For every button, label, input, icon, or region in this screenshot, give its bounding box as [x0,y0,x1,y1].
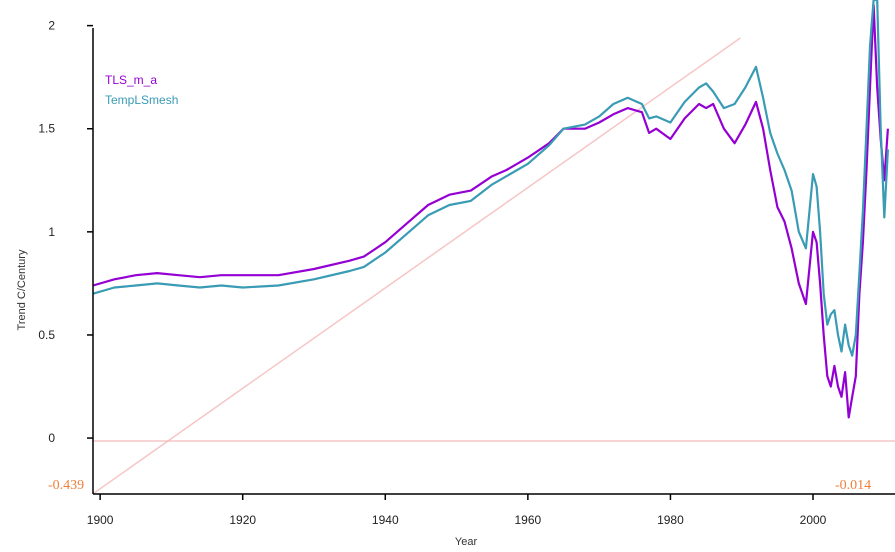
series-line-tls-m-a [92,3,889,419]
x-tick-label: 1980 [657,513,684,527]
y-tick-label: 1.5 [38,122,55,136]
guide-line-1 [92,37,741,495]
y-tick-label: 2 [48,19,55,33]
y-tick-label: 0 [48,431,55,445]
x-tick-label: 1920 [229,513,256,527]
x-tick-label: 1900 [87,513,114,527]
y-ticks: 0 0.5 1 1.5 2 [38,19,93,445]
legend-item-templsmesh: TempLSmesh [105,93,178,107]
y-axis-title: Trend C/Century [16,249,28,330]
x-ticks: 1900 1920 1940 1960 1980 2000 [87,494,827,527]
y-tick-label: 0.5 [38,328,55,342]
series-lines [92,0,889,419]
y-tick-label: 1 [48,225,55,239]
x-tick-label: 1960 [515,513,542,527]
guide-lines [92,37,895,495]
legend: TLS_m_a TempLSmesh [105,73,178,107]
x-axis-title: Year [455,536,478,548]
x-tick-label: 1940 [372,513,399,527]
annotation-right: -0.014 [835,478,871,493]
legend-item-tls-m-a: TLS_m_a [105,73,157,87]
x-tick-label: 2000 [800,513,827,527]
series-line-templsmesh [92,0,889,357]
annotation-left: -0.439 [48,478,84,493]
